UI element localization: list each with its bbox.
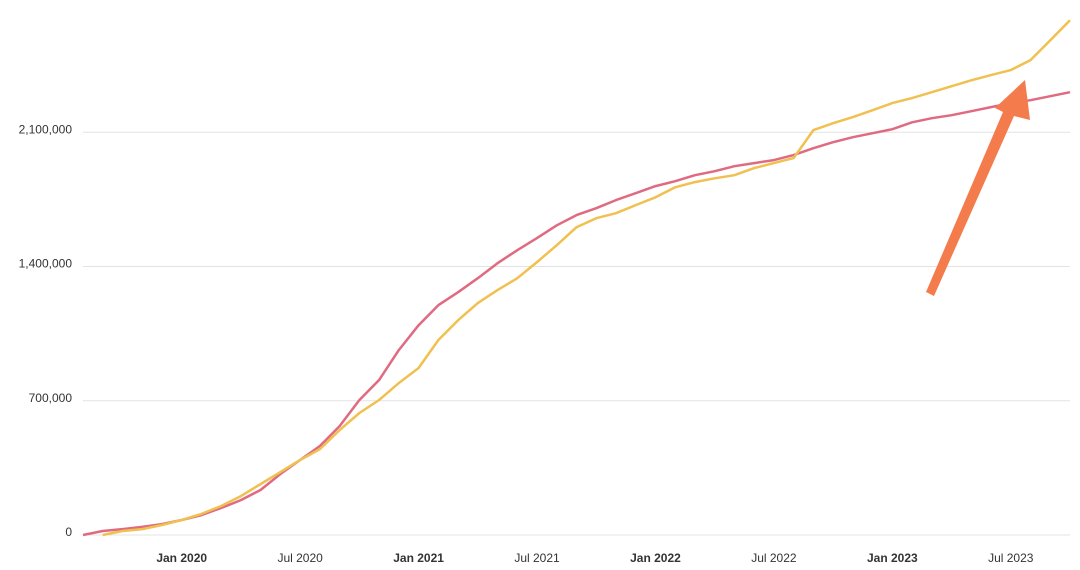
- x-tick-label: Jul 2020: [277, 551, 323, 565]
- x-tick-label: Jan 2021: [393, 551, 444, 565]
- y-tick-label: 1,400,000: [19, 257, 73, 271]
- y-tick-label: 700,000: [29, 391, 73, 405]
- y-tick-label: 0: [65, 525, 72, 539]
- y-tick-label: 2,100,000: [19, 122, 73, 136]
- annotation-arrow: [926, 80, 1030, 296]
- x-tick-label: Jul 2023: [988, 551, 1034, 565]
- plot-area: 0 700,000 1,400,000 2,100,000 Jan 2020 Jul 20…: [19, 19, 1071, 565]
- x-tick-label: Jan 2020: [156, 551, 207, 565]
- x-tick-label: Jan 2022: [630, 551, 681, 565]
- x-tick-label: Jul 2022: [751, 551, 797, 565]
- x-tick-label: Jul 2021: [514, 551, 560, 565]
- x-tick-label: Jan 2023: [867, 551, 918, 565]
- line-series: [102, 19, 1071, 537]
- line-series: [82, 90, 1071, 537]
